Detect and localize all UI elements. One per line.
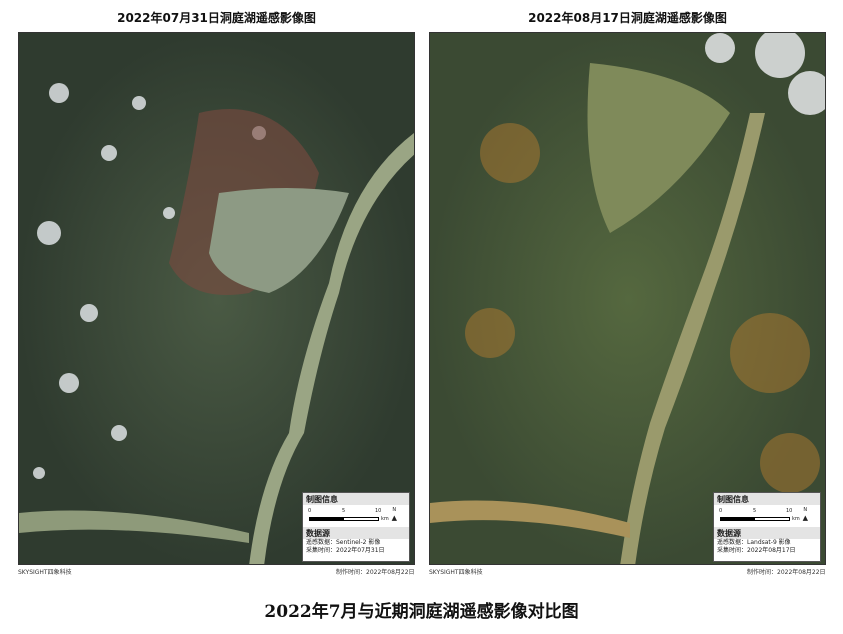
north-arrow-icon: N ▲ xyxy=(802,507,808,522)
figure-caption: 2022年7月与近期洞庭湖遥感影像对比图 xyxy=(264,602,579,622)
source-data: 遥感数据：Sentinel-2 影像 xyxy=(306,539,381,546)
satellite-image-august: 制图信息 0 5 10 km N ▲ 数据源 遥感数据：Landsat-9 影像 … xyxy=(429,32,826,565)
acquired-date: 采集时间：2022年08月17日 xyxy=(717,547,796,554)
august-imagery xyxy=(430,33,825,564)
scale-10: 10 xyxy=(375,508,382,514)
acquired-date: 采集时间：2022年07月31日 xyxy=(306,547,385,554)
source-title: 数据源 xyxy=(303,527,409,539)
source-title: 数据源 xyxy=(714,527,820,539)
made-date-left: 制作时间：2022年08月22日 xyxy=(336,569,415,576)
scale-unit: km xyxy=(792,516,800,522)
scale-5: 5 xyxy=(342,508,346,514)
made-date-right: 制作时间：2022年08月22日 xyxy=(747,569,826,576)
scale-0: 0 xyxy=(719,508,723,514)
satellite-image-july: 制图信息 0 5 10 km N ▲ 数据源 遥感数据：Sentinel-2 影像… xyxy=(18,32,415,565)
panel-title-right: 2022年08月17日洞庭湖遥感影像图 xyxy=(528,11,727,25)
map-info-box: 制图信息 0 5 10 km N ▲ 数据源 遥感数据：Landsat-9 影像 … xyxy=(713,492,821,562)
map-info-box: 制图信息 0 5 10 km N ▲ 数据源 遥感数据：Sentinel-2 影像… xyxy=(302,492,410,562)
panel-title-left: 2022年07月31日洞庭湖遥感影像图 xyxy=(117,11,316,25)
info-title: 制图信息 xyxy=(714,493,820,505)
north-arrow-icon: N ▲ xyxy=(391,507,397,522)
source-data: 遥感数据：Landsat-9 影像 xyxy=(717,539,791,546)
scale-10: 10 xyxy=(786,508,793,514)
credit-left: SKYSIGHT四象科技 xyxy=(18,569,72,576)
july-imagery xyxy=(19,33,414,564)
info-title: 制图信息 xyxy=(303,493,409,505)
scale-unit: km xyxy=(381,516,389,522)
scale-0: 0 xyxy=(308,508,312,514)
scale-bar: 0 5 10 km N ▲ xyxy=(714,505,820,527)
scale-5: 5 xyxy=(753,508,757,514)
credit-right: SKYSIGHT四象科技 xyxy=(429,569,483,576)
scale-bar: 0 5 10 km N ▲ xyxy=(303,505,409,527)
